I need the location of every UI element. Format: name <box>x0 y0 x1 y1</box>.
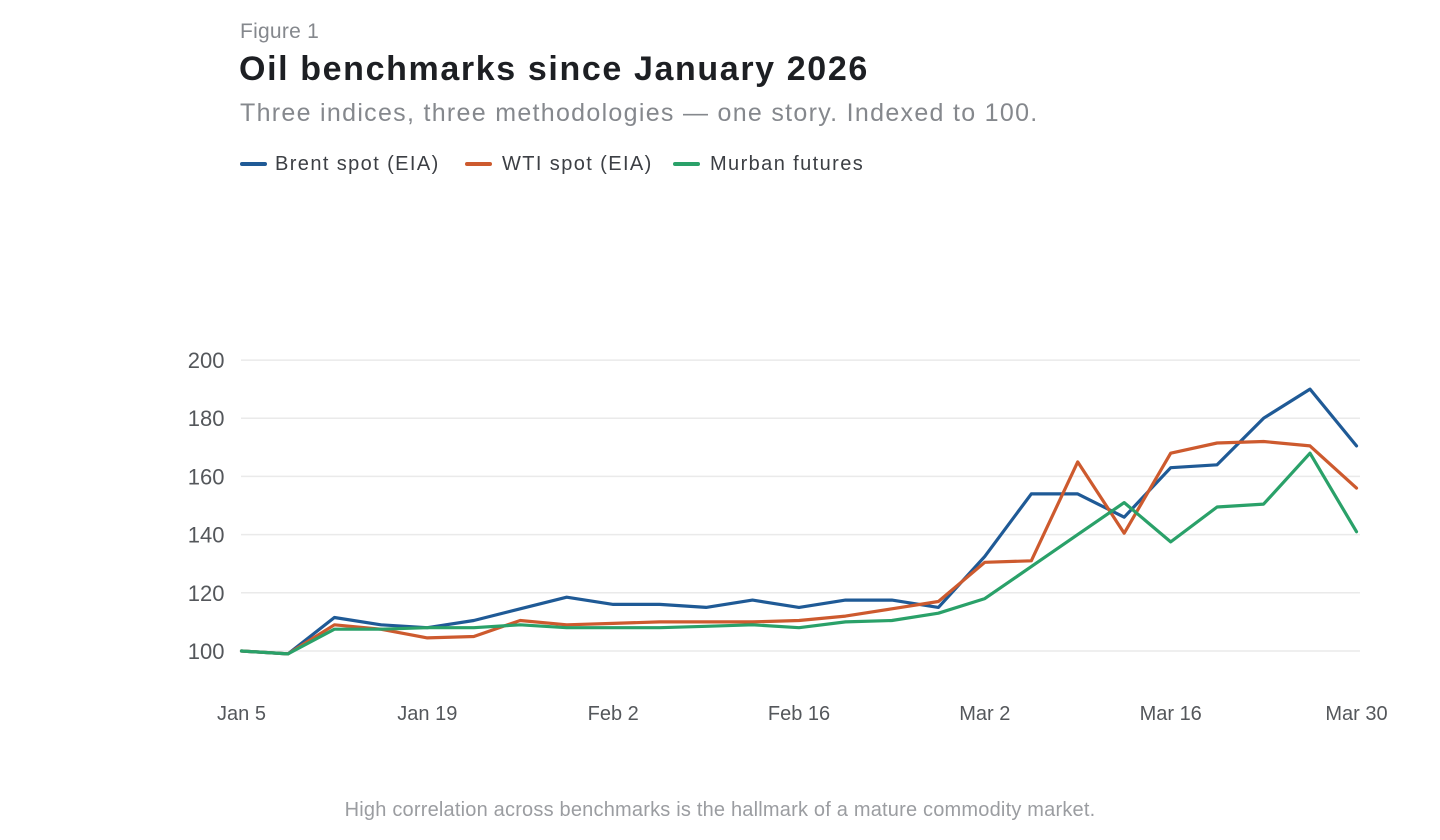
svg-text:120: 120 <box>188 581 225 606</box>
svg-text:Mar 16: Mar 16 <box>1140 703 1202 725</box>
svg-text:100: 100 <box>188 639 225 664</box>
svg-text:Jan 5: Jan 5 <box>217 703 266 725</box>
svg-text:Feb 2: Feb 2 <box>588 703 639 725</box>
svg-text:180: 180 <box>188 406 225 431</box>
svg-text:Feb 16: Feb 16 <box>768 703 830 725</box>
svg-text:Jan 19: Jan 19 <box>397 703 457 725</box>
svg-text:Mar 30: Mar 30 <box>1325 703 1387 725</box>
svg-text:200: 200 <box>188 348 225 373</box>
svg-text:140: 140 <box>188 523 225 548</box>
svg-text:Mar 2: Mar 2 <box>959 703 1010 725</box>
svg-text:160: 160 <box>188 464 225 489</box>
